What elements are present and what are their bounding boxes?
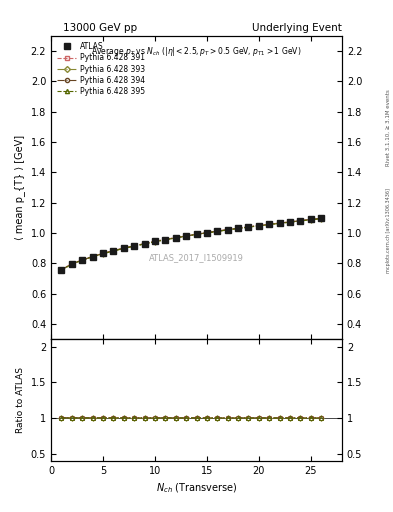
Text: Average $p_T$ vs $N_{ch}$ ($|\eta| < 2.5, p_T > 0.5$ GeV, $p_{T1} > 1$ GeV): Average $p_T$ vs $N_{ch}$ ($|\eta| < 2.5…	[91, 45, 302, 58]
Text: mcplots.cern.ch [arXiv:1306.3436]: mcplots.cern.ch [arXiv:1306.3436]	[386, 188, 391, 273]
Y-axis label: Ratio to ATLAS: Ratio to ATLAS	[16, 367, 25, 433]
Text: Rivet 3.1.10, ≥ 3.1M events: Rivet 3.1.10, ≥ 3.1M events	[386, 90, 391, 166]
Legend: ATLAS, Pythia 6.428 391, Pythia 6.428 393, Pythia 6.428 394, Pythia 6.428 395: ATLAS, Pythia 6.428 391, Pythia 6.428 39…	[55, 39, 147, 98]
X-axis label: $N_{ch}$ (Transverse): $N_{ch}$ (Transverse)	[156, 481, 237, 495]
Y-axis label: ⟨ mean p_{T} ⟩ [GeV]: ⟨ mean p_{T} ⟩ [GeV]	[14, 135, 25, 240]
Text: ATLAS_2017_I1509919: ATLAS_2017_I1509919	[149, 253, 244, 262]
Text: Underlying Event: Underlying Event	[252, 23, 342, 33]
Text: 13000 GeV pp: 13000 GeV pp	[63, 23, 137, 33]
